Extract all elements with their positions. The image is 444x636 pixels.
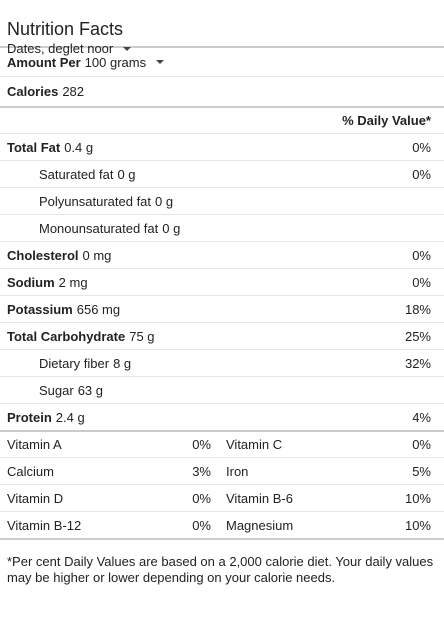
vitamin-dv: 5% xyxy=(412,463,431,479)
nutrient-amount: 0.4 g xyxy=(64,139,94,155)
nutrient-label: Potassium xyxy=(7,301,73,317)
daily-value-label: % Daily Value* xyxy=(342,113,431,128)
chevron-down-icon xyxy=(156,60,165,64)
nutrient-label: Monounsaturated fat xyxy=(39,220,159,236)
nutrient-row-total-fat: Total Fat 0.4 g 0% xyxy=(0,133,444,160)
nutrition-header: Nutrition Facts Dates, deglet noor xyxy=(0,0,444,56)
vitamin-dv: 0% xyxy=(192,437,211,452)
nutrient-row-cholesterol: Cholesterol 0 mg 0% xyxy=(0,241,444,268)
nutrient-dv: 4% xyxy=(412,409,431,425)
nutrient-label: Total Fat xyxy=(7,139,61,155)
nutrient-amount: 63 g xyxy=(77,382,104,398)
nutrient-row-total-carbohydrate: Total Carbohydrate 75 g 25% xyxy=(0,322,444,349)
vitamin-label: Vitamin C xyxy=(226,437,283,452)
vitamin-dv: 0% xyxy=(192,490,211,506)
nutrient-dv: 0% xyxy=(412,274,431,290)
serving-size-selector[interactable]: 100 grams xyxy=(84,54,165,70)
nutrient-label: Polyunsaturated fat xyxy=(39,193,152,209)
vitamin-label: Iron xyxy=(226,463,249,479)
vitamin-label: Vitamin D xyxy=(7,490,64,506)
nutrient-amount: 0 g xyxy=(155,193,174,209)
nutrient-amount: 8 g xyxy=(113,355,132,371)
nutrient-label: Sodium xyxy=(7,274,55,290)
nutrient-amount: 0 mg xyxy=(82,247,112,263)
nutrient-row-saturated-fat: Saturated fat 0 g 0% xyxy=(0,160,444,187)
daily-value-footnote: *Per cent Daily Values are based on a 2,… xyxy=(0,538,444,586)
vitamin-dv: 3% xyxy=(192,463,211,479)
nutrient-row-dietary-fiber: Dietary fiber 8 g 32% xyxy=(0,349,444,376)
food-selector[interactable]: Dates, deglet noor xyxy=(7,40,132,57)
nutrient-dv: 0% xyxy=(412,139,431,155)
nutrient-dv: 0% xyxy=(412,166,431,182)
vitamin-row: Vitamin A 0% Vitamin C 0% xyxy=(0,430,444,457)
nutrient-dv: 18% xyxy=(404,301,431,317)
food-name: Dates, deglet noor xyxy=(7,41,114,56)
nutrient-amount: 0 g xyxy=(162,220,181,236)
nutrient-row-protein: Protein 2.4 g 4% xyxy=(0,403,444,430)
nutrient-label: Saturated fat xyxy=(39,166,114,182)
vitamin-label: Calcium xyxy=(7,463,54,479)
nutrient-amount: 0 g xyxy=(117,166,136,182)
nutrient-dv: 25% xyxy=(404,328,431,344)
nutrition-facts-panel: Nutrition Facts Dates, deglet noor Amoun… xyxy=(0,0,444,586)
nutrient-amount: 656 mg xyxy=(76,301,121,317)
vitamin-row: Vitamin B-12 0% Magnesium 10% xyxy=(0,511,444,538)
daily-value-header: % Daily Value* xyxy=(0,106,444,133)
vitamin-row: Vitamin D 0% Vitamin B-6 10% xyxy=(0,484,444,511)
serving-row: Amount Per 100 grams xyxy=(0,46,444,76)
nutrient-row-sodium: Sodium 2 mg 0% xyxy=(0,268,444,295)
nutrient-label: Sugar xyxy=(39,382,74,398)
vitamin-dv: 0% xyxy=(192,517,211,533)
nutrient-amount: 2 mg xyxy=(58,274,88,290)
nutrient-dv: 0% xyxy=(412,247,431,263)
page-title: Nutrition Facts xyxy=(7,19,124,39)
vitamin-dv: 10% xyxy=(404,490,431,506)
vitamin-row: Calcium 3% Iron 5% xyxy=(0,457,444,484)
nutrient-row-sugar: Sugar 63 g xyxy=(0,376,444,403)
calories-value: 282 xyxy=(62,84,85,99)
nutrient-label: Total Carbohydrate xyxy=(7,328,126,344)
nutrient-label: Dietary fiber xyxy=(39,355,110,371)
amount-per-label: Amount Per xyxy=(7,54,81,70)
calories-label: Calories xyxy=(7,84,59,99)
serving-size-value: 100 grams xyxy=(84,54,147,70)
vitamin-label: Vitamin B-6 xyxy=(226,490,293,506)
nutrient-amount: 75 g xyxy=(129,328,155,344)
calories-row: Calories 282 xyxy=(0,76,444,106)
nutrient-row-potassium: Potassium 656 mg 18% xyxy=(0,295,444,322)
nutrient-label: Cholesterol xyxy=(7,247,79,263)
nutrient-row-monounsaturated-fat: Monounsaturated fat 0 g xyxy=(0,214,444,241)
nutrient-dv: 32% xyxy=(404,355,431,371)
vitamin-dv: 0% xyxy=(412,437,431,452)
nutrient-row-polyunsaturated-fat: Polyunsaturated fat 0 g xyxy=(0,187,444,214)
vitamin-label: Magnesium xyxy=(226,517,294,533)
vitamin-label: Vitamin A xyxy=(7,437,62,452)
chevron-down-icon xyxy=(123,46,132,51)
nutrient-amount: 2.4 g xyxy=(55,409,85,425)
nutrient-label: Protein xyxy=(7,409,52,425)
vitamin-dv: 10% xyxy=(404,517,431,533)
vitamin-label: Vitamin B-12 xyxy=(7,517,82,533)
